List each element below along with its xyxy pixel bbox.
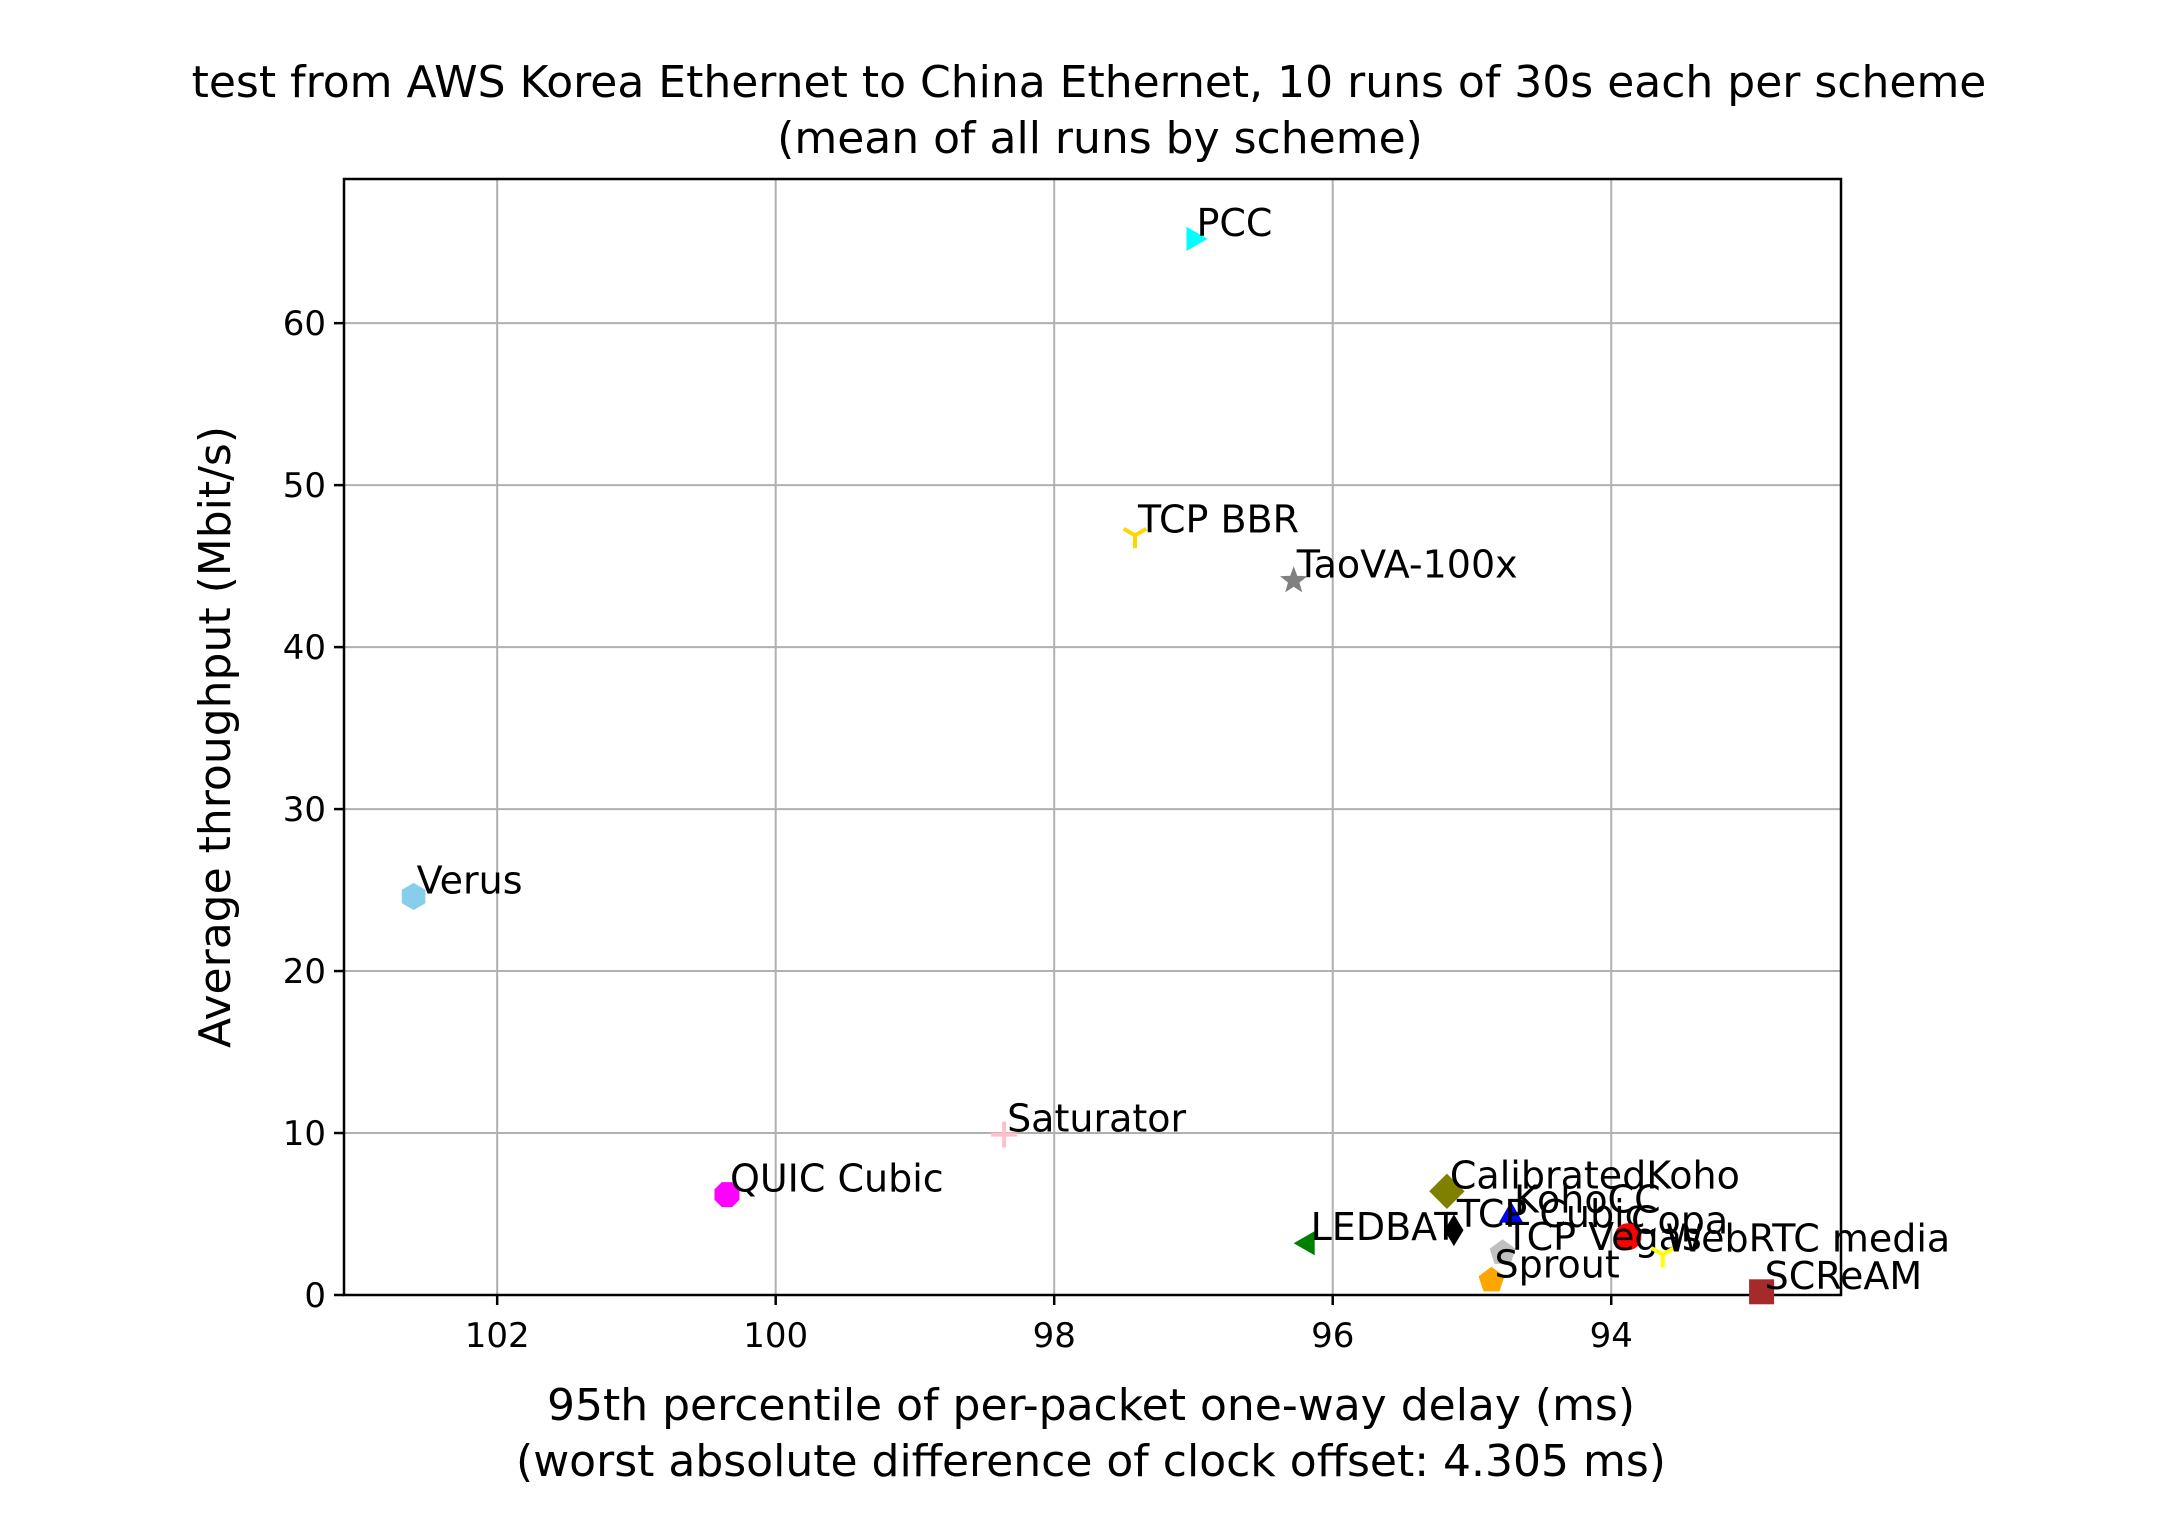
point-label-ledbat: LEDBAT bbox=[1311, 1205, 1459, 1249]
plot-frame bbox=[342, 177, 1843, 1297]
point-label-tcp-cubic: TCP Cubic bbox=[1456, 1192, 1646, 1236]
point-verus-marker bbox=[401, 882, 426, 911]
point-label-pcc: PCC bbox=[1196, 201, 1272, 245]
point-calibratedkoho bbox=[1429, 1173, 1465, 1210]
point-scream bbox=[1749, 1279, 1775, 1305]
point-tcp-cubic bbox=[1444, 1214, 1464, 1247]
point-sprout bbox=[1478, 1266, 1505, 1292]
point-tcp-cubic-marker bbox=[1444, 1214, 1464, 1247]
chart-title: test from AWS Korea Ethernet to China Et… bbox=[192, 57, 1987, 108]
point-label-webrtc-media: WebRTC media bbox=[1666, 1217, 1950, 1261]
point-copa bbox=[1614, 1223, 1642, 1251]
point-label-copa: Copa bbox=[1631, 1199, 1728, 1243]
point-kohocc bbox=[1498, 1201, 1524, 1223]
point-label-kohocc: KohoCC bbox=[1514, 1178, 1661, 1222]
x-tick-label: 102 bbox=[465, 1316, 530, 1356]
point-label-sprout: Sprout bbox=[1494, 1242, 1619, 1286]
y-axis-label: Average throughput (Mbit/s) bbox=[190, 426, 241, 1048]
point-taova-100x bbox=[1279, 566, 1308, 593]
x-axis-sublabel: (worst absolute difference of clock offs… bbox=[516, 1436, 1666, 1487]
point-label-scream: SCReAM bbox=[1765, 1254, 1923, 1298]
point-quic-cubic-marker bbox=[714, 1182, 740, 1208]
y-tick-label: 50 bbox=[283, 466, 326, 506]
y-tick-label: 10 bbox=[283, 1114, 326, 1154]
point-kohocc-marker bbox=[1498, 1201, 1524, 1223]
y-tick-label: 30 bbox=[283, 790, 326, 830]
point-label-quic-cubic: QUIC Cubic bbox=[730, 1157, 944, 1201]
point-label-tcp-bbr: TCP BBR bbox=[1137, 497, 1299, 541]
point-tcp-vegas bbox=[1489, 1239, 1516, 1264]
point-copa-marker bbox=[1614, 1223, 1642, 1251]
point-ledbat bbox=[1293, 1231, 1315, 1256]
point-taova-100x-marker bbox=[1279, 566, 1308, 593]
point-verus bbox=[401, 882, 426, 911]
x-tick-label: 94 bbox=[1590, 1316, 1633, 1356]
point-sprout-marker bbox=[1478, 1266, 1505, 1292]
point-scream-marker bbox=[1749, 1279, 1775, 1305]
point-tcp-bbr-marker bbox=[1122, 527, 1136, 538]
chart-subtitle: (mean of all runs by scheme) bbox=[777, 113, 1423, 164]
x-tick-label: 96 bbox=[1311, 1316, 1354, 1356]
axis-ticks: 102 100 98 96 94 0 10 20 30 40 50 60 bbox=[283, 304, 1633, 1356]
point-label-taova-100x: TaoVA-100x bbox=[1296, 543, 1518, 587]
point-tcp-bbr bbox=[1122, 527, 1148, 549]
point-tcp-vegas-marker bbox=[1489, 1239, 1516, 1264]
point-pcc-marker bbox=[1186, 226, 1208, 252]
point-saturator bbox=[991, 1121, 1018, 1148]
point-label-saturator: Saturator bbox=[1007, 1097, 1186, 1141]
point-label-verus: Verus bbox=[417, 859, 523, 903]
point-tcp-bbr-marker bbox=[1134, 527, 1148, 538]
point-webrtc-media-marker bbox=[1661, 1246, 1676, 1257]
point-pcc bbox=[1186, 226, 1208, 252]
point-quic-cubic bbox=[714, 1182, 740, 1208]
x-tick-label: 100 bbox=[743, 1316, 808, 1356]
point-webrtc-media-marker bbox=[1650, 1246, 1664, 1257]
y-tick-label: 40 bbox=[283, 628, 326, 668]
x-tick-label: 98 bbox=[1033, 1316, 1076, 1356]
point-calibratedkoho-marker bbox=[1429, 1173, 1465, 1210]
point-label-calibratedkoho: CalibratedKoho bbox=[1450, 1153, 1740, 1197]
point-ledbat-marker bbox=[1293, 1231, 1315, 1256]
y-tick-label: 20 bbox=[283, 952, 326, 992]
x-axis-label: 95th percentile of per-packet one-way de… bbox=[547, 1380, 1635, 1431]
y-tick-label: 0 bbox=[304, 1276, 326, 1316]
point-webrtc-media bbox=[1650, 1246, 1676, 1268]
y-tick-label: 60 bbox=[283, 304, 326, 344]
